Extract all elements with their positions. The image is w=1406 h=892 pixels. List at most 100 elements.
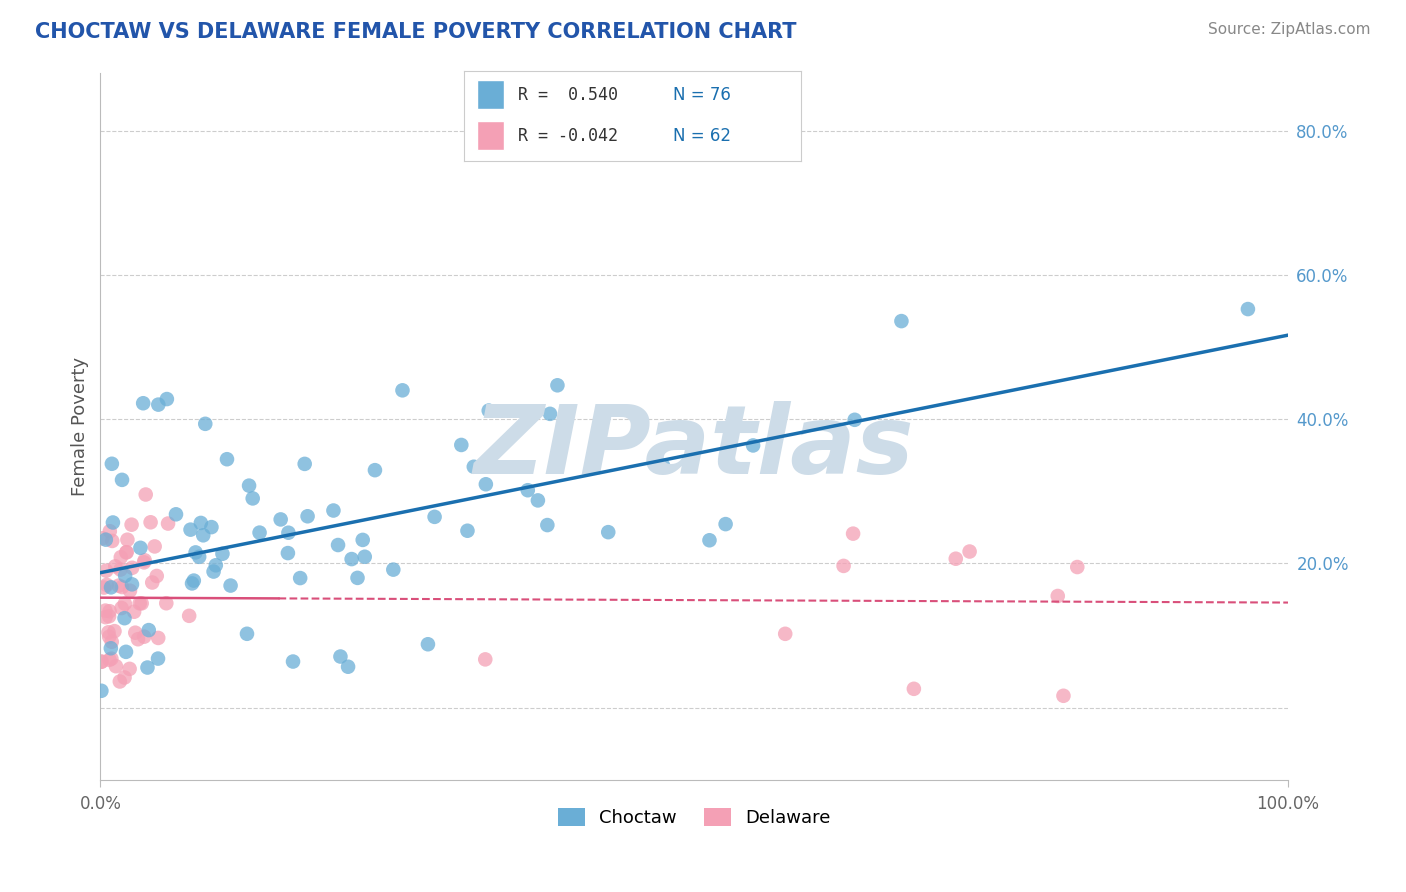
Point [297, 509, 319, 524]
Point [391, 384, 413, 398]
Point [714, 517, 737, 532]
Point [114, 671, 136, 685]
Point [1237, 301, 1260, 316]
Point [94, 604, 117, 618]
Point [115, 545, 138, 559]
Point [181, 576, 204, 591]
Point [114, 611, 136, 625]
Point [329, 649, 352, 664]
Point [193, 528, 215, 542]
Point [90, 655, 112, 669]
Point [238, 478, 260, 492]
Legend: Choctaw, Delaware: Choctaw, Delaware [550, 800, 838, 834]
Point [188, 549, 211, 564]
Point [124, 625, 146, 640]
Point [475, 477, 498, 491]
Point [157, 516, 180, 531]
Point [100, 641, 122, 656]
Point [450, 438, 472, 452]
Point [127, 632, 149, 647]
Point [108, 674, 131, 689]
Bar [478, 80, 505, 109]
Point [200, 520, 222, 534]
Point [101, 516, 124, 530]
Point [538, 407, 561, 421]
Point [101, 533, 124, 548]
Text: N = 62: N = 62 [673, 127, 731, 145]
Point [945, 551, 967, 566]
Point [456, 524, 478, 538]
Point [114, 568, 136, 582]
Point [326, 538, 349, 552]
Point [281, 655, 304, 669]
Point [478, 403, 501, 417]
Point [242, 491, 264, 506]
Text: Source: ZipAtlas.com: Source: ZipAtlas.com [1208, 22, 1371, 37]
Point [699, 533, 721, 548]
Point [903, 681, 925, 696]
Point [110, 562, 132, 576]
Point [111, 473, 134, 487]
Point [288, 571, 311, 585]
Point [165, 508, 187, 522]
Point [145, 569, 167, 583]
Point [202, 565, 225, 579]
Text: N = 76: N = 76 [673, 86, 731, 103]
Point [294, 457, 316, 471]
Point [180, 523, 202, 537]
Point [346, 571, 368, 585]
Point [352, 533, 374, 547]
Point [842, 526, 865, 541]
Point [1066, 560, 1088, 574]
Point [527, 493, 550, 508]
Point [143, 540, 166, 554]
Point [121, 517, 143, 532]
Point [270, 512, 292, 526]
Point [132, 396, 155, 410]
Point [236, 627, 259, 641]
Point [598, 525, 620, 540]
Point [550, 430, 572, 444]
Point [277, 525, 299, 540]
Point [98, 653, 121, 667]
Point [141, 575, 163, 590]
Point [219, 578, 242, 592]
Point [101, 457, 124, 471]
Point [148, 398, 170, 412]
Point [115, 645, 138, 659]
Point [179, 608, 201, 623]
Point [103, 624, 125, 639]
Point [135, 487, 157, 501]
Point [98, 630, 121, 644]
Point [117, 533, 139, 547]
Point [134, 630, 156, 644]
Point [423, 509, 446, 524]
Point [94, 533, 117, 547]
Point [1046, 589, 1069, 603]
Point [416, 637, 439, 651]
Point [90, 655, 112, 669]
Text: R =  0.540: R = 0.540 [517, 86, 619, 103]
Point [959, 544, 981, 558]
Point [98, 609, 121, 624]
Point [136, 660, 159, 674]
Point [107, 579, 129, 593]
Point [194, 417, 217, 431]
Text: R = -0.042: R = -0.042 [517, 127, 619, 145]
Point [277, 546, 299, 560]
Point [100, 634, 122, 648]
Text: CHOCTAW VS DELAWARE FEMALE POVERTY CORRELATION CHART: CHOCTAW VS DELAWARE FEMALE POVERTY CORRE… [35, 22, 797, 42]
Point [139, 516, 162, 530]
Point [146, 651, 169, 665]
Point [463, 459, 485, 474]
Point [111, 580, 134, 594]
Point [742, 438, 765, 452]
Point [183, 574, 205, 588]
Point [93, 581, 115, 595]
Point [131, 596, 153, 610]
Point [98, 604, 121, 618]
Point [184, 545, 207, 559]
Point [516, 483, 538, 498]
Text: ZIPatlas: ZIPatlas [474, 401, 914, 494]
Point [96, 578, 118, 592]
